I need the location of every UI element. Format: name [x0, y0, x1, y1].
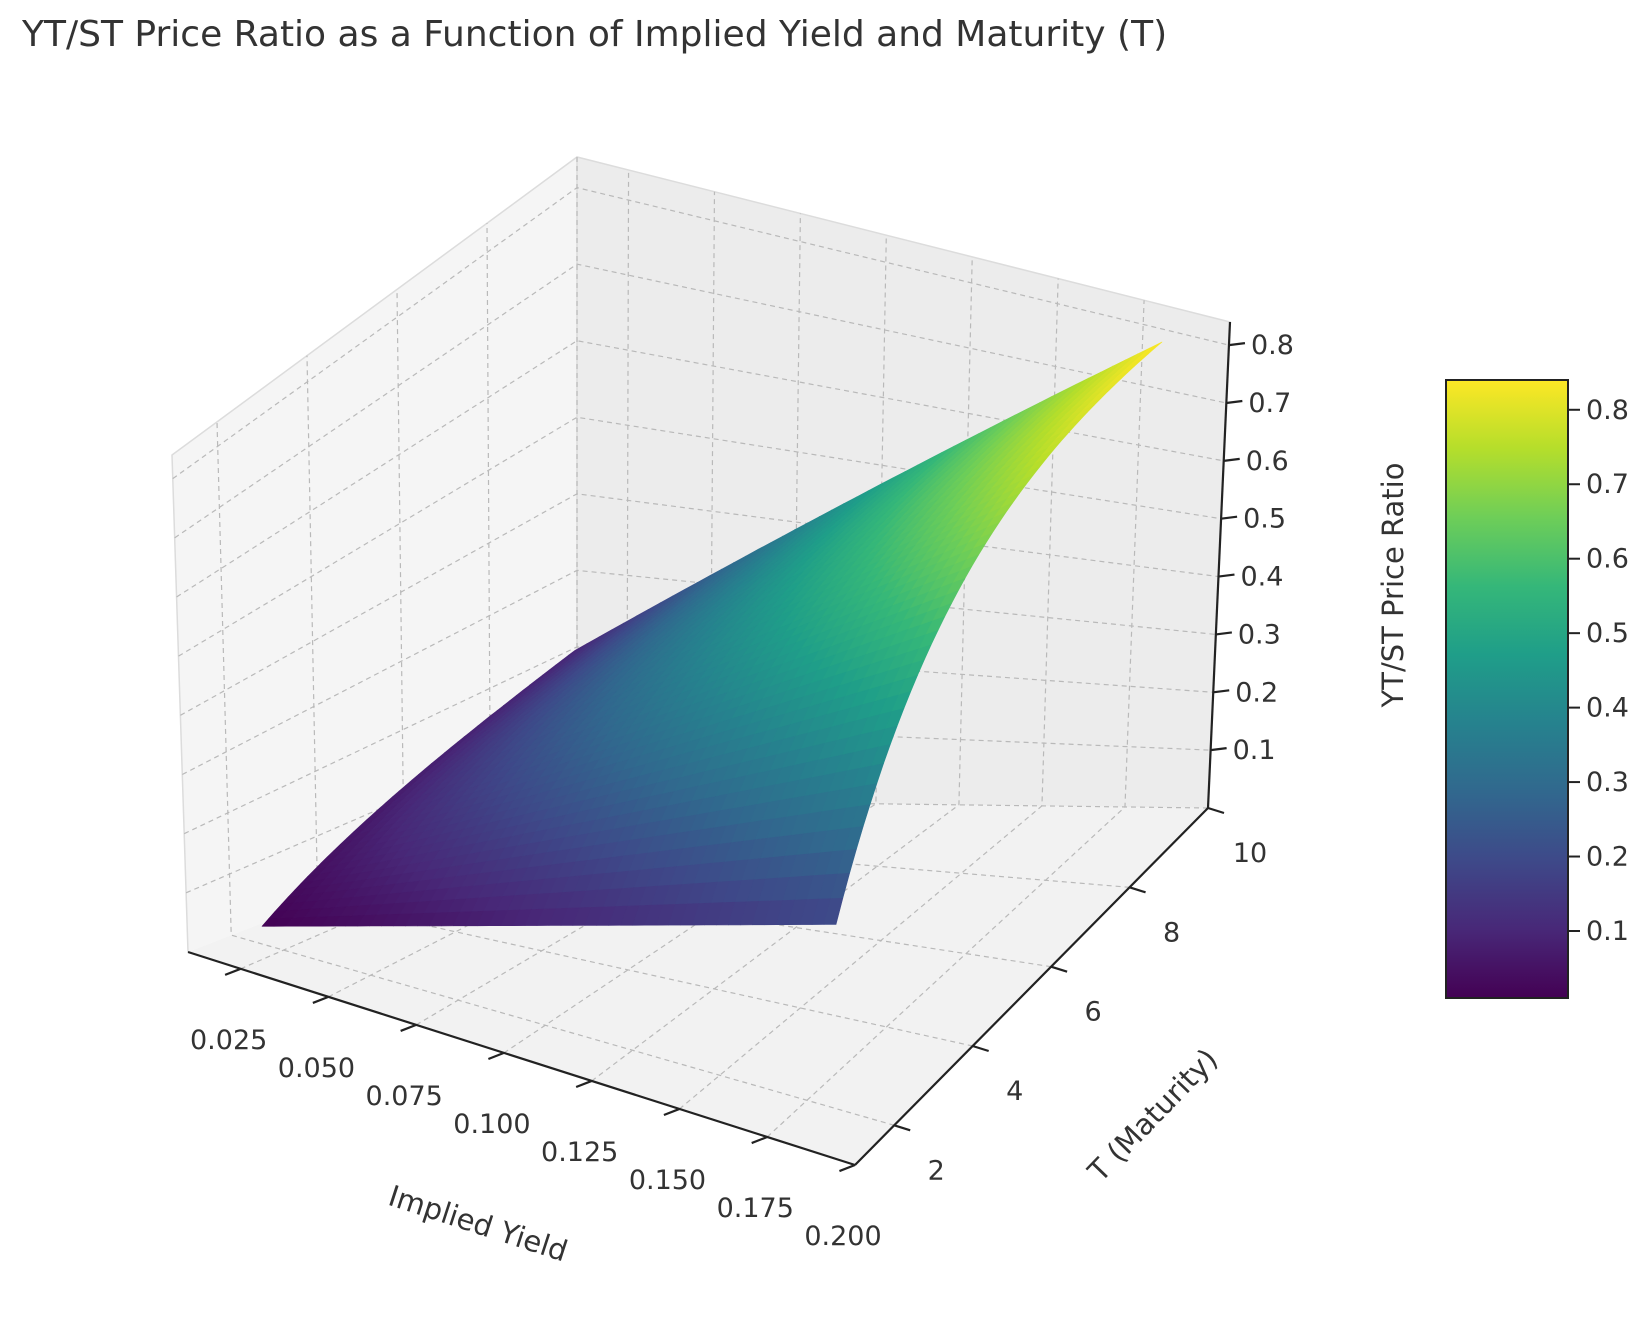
- x-tick-label: 0.100: [453, 1109, 530, 1140]
- y-tick: [1129, 886, 1146, 894]
- x-tick: [312, 995, 329, 1004]
- x-tick-label: 0.125: [541, 1137, 618, 1168]
- z-tick: [1210, 747, 1227, 752]
- z-tick-label: 0.5: [1243, 504, 1286, 535]
- y-tick: [893, 1124, 911, 1132]
- x-tick-label: 0.075: [366, 1081, 443, 1112]
- z-tick: [1228, 342, 1246, 347]
- x-tick-label: 0.175: [717, 1193, 794, 1224]
- z-axis-label: YT/ST Price Ratio: [1376, 463, 1410, 709]
- x-tick: [751, 1135, 768, 1145]
- x-tick: [224, 967, 242, 976]
- colorbar-tick-label: 0.4: [1586, 693, 1629, 724]
- y-tick: [972, 1044, 989, 1053]
- y-tick: [1050, 965, 1068, 973]
- z-gridline: [174, 263, 1227, 539]
- z-gridline: [182, 569, 1216, 776]
- z-tick: [1218, 573, 1235, 578]
- colorbar-tick-label: 0.7: [1586, 469, 1629, 500]
- z-tick: [1223, 457, 1240, 462]
- z-gridline: [172, 186, 1230, 480]
- surface-mesh: [261, 341, 1163, 927]
- z-tick: [1226, 399, 1243, 405]
- x-tick-label: 0.025: [190, 1025, 267, 1056]
- z-tick: [1220, 515, 1238, 520]
- z-tick-label: 0.2: [1235, 677, 1278, 708]
- z-gridline: [183, 646, 1214, 835]
- colorbar-tick-label: 0.1: [1586, 916, 1629, 947]
- z-tick-label: 0.6: [1246, 446, 1289, 477]
- z-tick-label: 0.7: [1248, 388, 1291, 419]
- z-tick: [1213, 689, 1230, 694]
- x-tick: [575, 1079, 593, 1089]
- y-tick-label: 4: [1006, 1076, 1023, 1107]
- colorbar-tick-label: 0.5: [1586, 618, 1629, 649]
- colorbar-tick-label: 0.2: [1586, 842, 1629, 873]
- y-tick-label: 8: [1163, 917, 1180, 948]
- y-gridline: [396, 289, 1052, 968]
- z-tick-label: 0.3: [1238, 619, 1281, 650]
- y-tick-label: 6: [1085, 997, 1102, 1028]
- y-axis-line: [854, 807, 1209, 1166]
- chart-title: YT/ST Price Ratio as a Function of Impli…: [22, 14, 1168, 55]
- z-tick-label: 0.1: [1233, 735, 1276, 766]
- z-tick-label: 0.4: [1240, 562, 1283, 593]
- y-tick-label: 2: [928, 1155, 945, 1186]
- y-tick-label: 10: [1233, 838, 1267, 869]
- z-tick: [1215, 631, 1232, 636]
- x-axis-label: Implied Yield: [384, 1179, 571, 1269]
- x-axis-line: [187, 950, 856, 1167]
- x-tick-label: 0.050: [278, 1053, 355, 1084]
- y-axis-label: T (Maturity): [1081, 1042, 1225, 1189]
- z-gridline: [178, 416, 1222, 657]
- axis-lines: [187, 321, 1246, 1173]
- colorbar-tick-label: 0.6: [1586, 544, 1629, 575]
- colorbar-fill: [1445, 379, 1569, 999]
- x-gridline: [240, 170, 630, 970]
- x-tick: [487, 1051, 505, 1060]
- surface-facet: [823, 897, 844, 925]
- z-tick-label: 0.8: [1251, 330, 1294, 361]
- colorbar: 0.1 0.2 0.3 0.4 0.5 0.6 0.7 0.8: [1445, 379, 1629, 999]
- x-tick-label: 0.150: [629, 1165, 706, 1196]
- x-tick: [400, 1023, 417, 1032]
- y-tick: [1207, 806, 1225, 815]
- z-gridline: [180, 493, 1219, 716]
- x-tick: [839, 1163, 856, 1173]
- tick-labels: 0.025 0.050 0.075 0.100 0.125 0.150 0.175 0.200…: [190, 330, 1294, 1252]
- y-gridline: [216, 421, 895, 1126]
- x-tick-label: 0.200: [804, 1221, 881, 1252]
- colorbar-tick-label: 0.8: [1586, 395, 1629, 426]
- colorbar-tick-label: 0.3: [1586, 767, 1629, 798]
- x-tick: [663, 1107, 680, 1117]
